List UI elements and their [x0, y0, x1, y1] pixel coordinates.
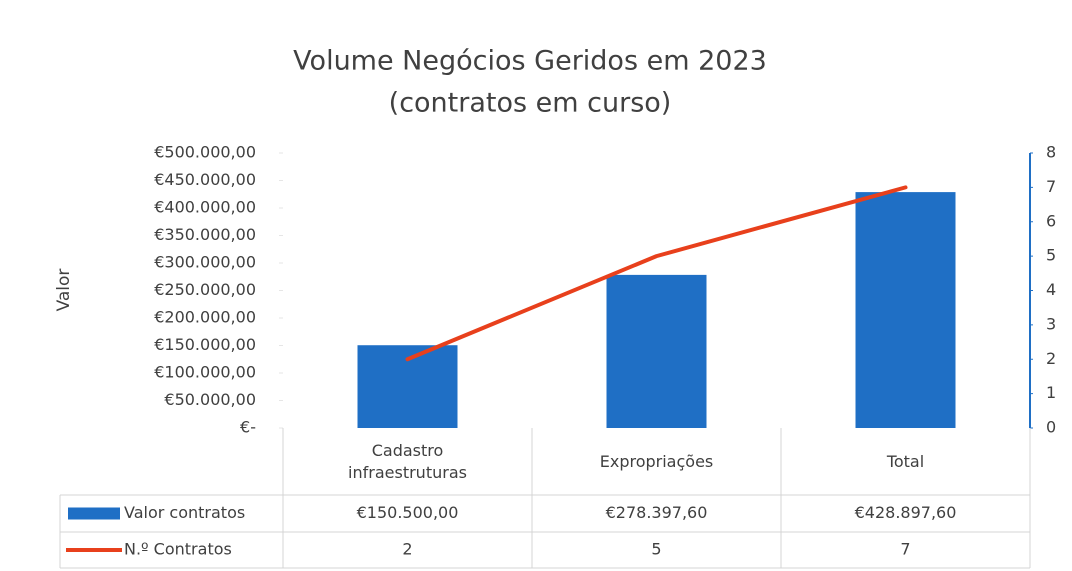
y2-tick-label: 4	[1046, 280, 1056, 299]
table-value: €428.897,60	[855, 503, 957, 522]
y-tick-label: €450.000,00	[154, 170, 256, 189]
x-tick-label: Expropriações	[599, 451, 714, 471]
y2-tick-label: 7	[1046, 177, 1056, 196]
y2-tick-label: 0	[1046, 418, 1056, 437]
x-tick-label-box: Total	[886, 451, 925, 471]
y-axis-label: Valor	[54, 269, 74, 312]
table-value: 2	[402, 540, 412, 559]
y2-tick-label: 8	[1046, 143, 1056, 162]
y-tick-label: €200.000,00	[154, 308, 256, 327]
y2-tick-label: 2	[1046, 349, 1056, 368]
y-tick-label: €100.000,00	[154, 363, 256, 382]
line	[405, 185, 908, 362]
x-tick-label: Cadastro infraestruturas	[348, 440, 467, 482]
legend-swatch	[68, 507, 120, 520]
bar	[855, 192, 956, 428]
y2-tick-label: 3	[1046, 314, 1056, 333]
x-tick-label: Total	[886, 451, 925, 471]
chart-title: Volume Negócios Geridos em 2023	[293, 46, 767, 77]
y-tick-label: €-	[240, 418, 256, 437]
y-tick-label: €250.000,00	[154, 280, 256, 299]
y-tick-label: €400.000,00	[154, 198, 256, 217]
y2-tick-label: 6	[1046, 211, 1056, 230]
table-value: 7	[900, 540, 910, 559]
legend-label: N.º Contratos	[124, 540, 232, 559]
y-tick-label: €300.000,00	[154, 253, 256, 272]
legend-label: Valor contratos	[124, 503, 245, 522]
bar	[606, 274, 707, 428]
y-tick-label: €150.000,00	[154, 335, 256, 354]
table-value: €278.397,60	[606, 503, 708, 522]
x-tick-label-box: Cadastro infraestruturas	[348, 440, 467, 482]
chart-subtitle: (contratos em curso)	[389, 88, 672, 119]
x-tick-label-box: Expropriações	[599, 451, 714, 471]
y-tick-label: €50.000,00	[164, 390, 256, 409]
y-tick-label: €500.000,00	[154, 143, 256, 162]
table-value: €150.500,00	[357, 503, 459, 522]
y-tick-label: €350.000,00	[154, 225, 256, 244]
y2-tick-label: 1	[1046, 383, 1056, 402]
table-value: 5	[651, 540, 661, 559]
y2-tick-label: 5	[1046, 246, 1056, 265]
